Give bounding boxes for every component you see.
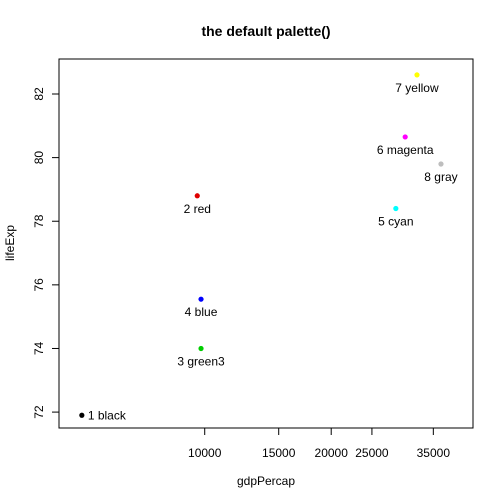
point-label: 1 black <box>88 408 127 422</box>
chart-title: the default palette() <box>201 23 330 39</box>
point-labels: 1 black 2 red 3 green3 4 blue 5 cyan 6 magent… <box>88 81 458 422</box>
y-axis-label: lifeExp <box>3 225 17 261</box>
point-label: 4 blue <box>185 305 218 319</box>
data-point <box>393 205 399 212</box>
x-tick-label: 10000 <box>188 446 222 460</box>
point-label: 3 green3 <box>177 354 225 368</box>
y-tick-label: 78 <box>32 214 46 228</box>
data-point <box>79 412 85 418</box>
data-point <box>198 296 204 302</box>
y-tick-label: 82 <box>32 87 46 101</box>
y-tick-label: 80 <box>32 151 46 165</box>
x-axis: 10000 15000 20000 25000 35000 <box>188 428 450 460</box>
y-tick-label: 76 <box>32 278 46 292</box>
data-points <box>79 72 444 418</box>
point-label: 2 red <box>184 202 211 216</box>
y-tick-label: 74 <box>32 341 46 355</box>
data-point <box>194 193 200 199</box>
data-point <box>438 161 444 167</box>
data-point <box>414 72 420 78</box>
x-axis-label: gdpPercap <box>237 474 295 488</box>
point-label: 5 cyan <box>378 215 413 229</box>
point-label: 6 magenta <box>377 143 434 157</box>
data-point <box>402 134 408 140</box>
data-point <box>198 345 204 352</box>
x-tick-label: 35000 <box>417 446 451 460</box>
point-label: 8 gray <box>424 170 457 184</box>
y-tick-label: 72 <box>32 405 46 419</box>
x-tick-label: 15000 <box>262 446 296 460</box>
x-tick-label: 25000 <box>355 446 389 460</box>
plot-frame <box>58 58 474 429</box>
point-label: 7 yellow <box>395 81 439 95</box>
y-axis: 72 74 76 78 80 82 <box>32 87 59 419</box>
x-tick-label: 20000 <box>315 446 349 460</box>
